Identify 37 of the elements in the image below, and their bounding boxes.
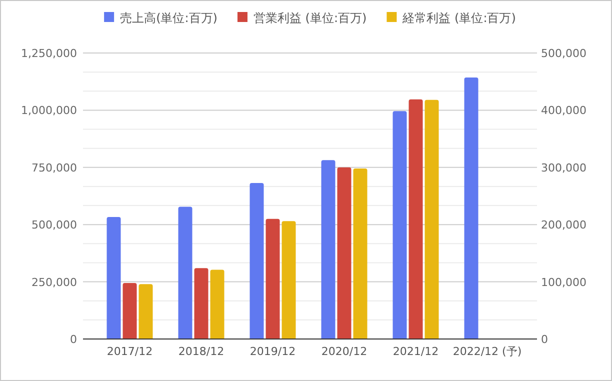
bar	[106, 217, 121, 339]
bar	[178, 206, 192, 339]
bar	[464, 77, 478, 339]
bar	[353, 168, 368, 339]
x-tick-label: 2019/12	[250, 345, 296, 358]
y2-tick-label: 300,000	[541, 161, 586, 174]
x-tick-label: 2020/12	[321, 345, 368, 358]
bar	[266, 218, 280, 339]
y-tick-label: 750,000	[32, 161, 77, 174]
y2-tick-label: 200,000	[541, 218, 586, 232]
y-tick-label: 1,250,000	[21, 47, 77, 60]
y2-tick-label: 100,000	[541, 276, 586, 289]
bar	[337, 167, 352, 339]
bar	[194, 268, 208, 339]
legend-label: 経常利益 (単位:百万)	[402, 11, 516, 25]
legend-label: 営業利益 (単位:百万)	[253, 11, 367, 25]
bar	[321, 160, 336, 339]
bar	[138, 284, 153, 339]
bar	[408, 99, 423, 339]
y-tick-label: 0	[70, 333, 77, 346]
x-tick-label: 2017/12	[106, 345, 153, 358]
y-tick-label: 1,000,000	[21, 104, 77, 118]
x-tick-label: 2022/12 (予)	[452, 345, 522, 358]
y-tick-label: 500,000	[32, 218, 77, 232]
y2-tick-label: 400,000	[541, 104, 586, 118]
bar	[392, 111, 407, 339]
y2-tick-label: 0	[541, 333, 548, 346]
bar	[424, 100, 439, 339]
y-tick-label: 250,000	[32, 276, 77, 289]
x-tick-label: 2021/12	[392, 345, 439, 358]
x-tick-label: 2018/12	[178, 345, 224, 358]
bar	[122, 282, 137, 339]
bar	[210, 270, 224, 339]
bar	[250, 182, 264, 339]
y2-tick-label: 500,000	[541, 47, 586, 60]
legend-label: 売上高(単位:百万)	[120, 11, 218, 25]
bar	[282, 221, 296, 339]
